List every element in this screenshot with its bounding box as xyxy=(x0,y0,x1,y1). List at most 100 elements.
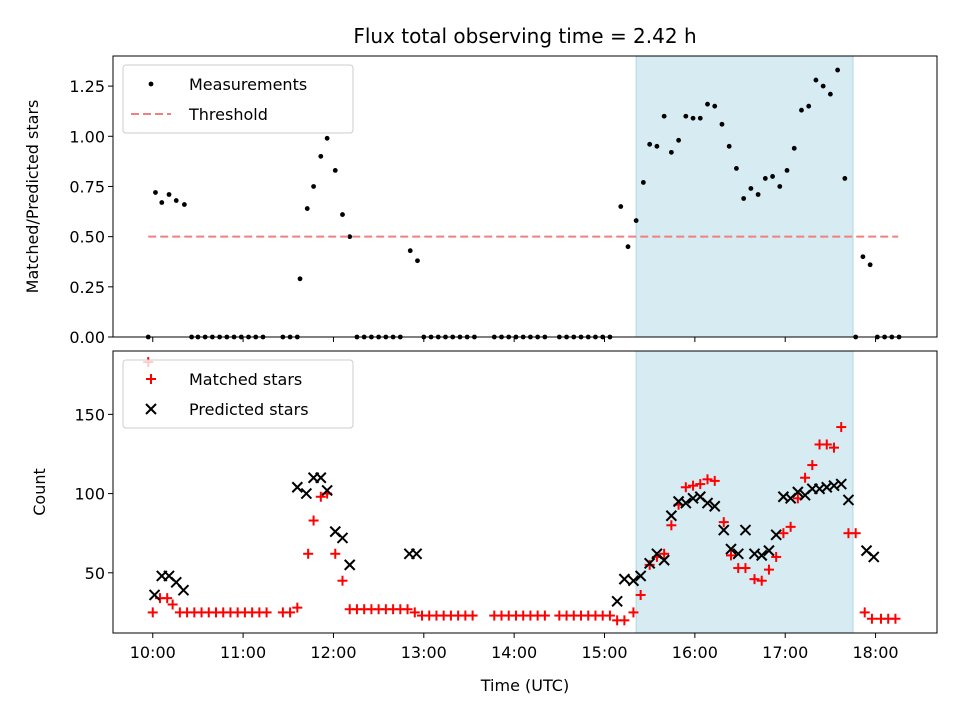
top-measurements-point xyxy=(806,103,812,109)
bottom-matched-stars-point xyxy=(850,528,861,539)
bottom-matched-stars-point xyxy=(402,604,413,615)
bottom-predicted-stars-point xyxy=(291,481,304,493)
bottom-matched-stars-point xyxy=(467,610,478,621)
bottom-matched-stars-point xyxy=(337,575,348,586)
top-measurements-point xyxy=(661,113,667,119)
bottom-matched-stars-point xyxy=(859,607,870,618)
bottom-predicted-stars-point xyxy=(344,559,356,571)
bottom-matched-stars-point xyxy=(821,439,832,450)
top-measurements-point xyxy=(755,192,761,197)
top-measurements-point xyxy=(618,204,624,209)
top-measurements-point xyxy=(625,244,631,250)
bottom-shaded-interval xyxy=(635,350,854,634)
x-axis-label: Time (UTC) xyxy=(480,676,569,695)
top-axes-frame xyxy=(112,55,938,338)
top-measurements-point xyxy=(654,143,660,149)
top-measurements-point xyxy=(799,107,804,113)
top-measurements-point xyxy=(712,103,718,109)
bottom-x-tick-label: 15:00 xyxy=(581,643,627,662)
bottom-matched-stars-point xyxy=(688,480,699,491)
bottom-matched-stars-point xyxy=(409,607,420,618)
top-measurements-point xyxy=(690,115,696,121)
bottom-matched-stars-point xyxy=(702,474,713,485)
top-legend-label: Measurements xyxy=(189,75,307,94)
bottom-matched-stars-point xyxy=(709,475,720,486)
top-measurements-point xyxy=(340,212,345,217)
bottom-matched-stars-point xyxy=(890,613,901,624)
bottom-predicted-stars-point xyxy=(658,554,670,566)
top-measurements-point xyxy=(860,254,866,260)
bottom-predicted-stars-point xyxy=(718,524,730,536)
top-y-tick-label: 0.00 xyxy=(69,328,105,347)
bottom-matched-stars-point xyxy=(749,574,760,585)
bottom-predicted-stars-point xyxy=(709,500,721,512)
top-measurements-point xyxy=(697,115,703,121)
bottom-predicted-stars-point xyxy=(680,497,692,509)
bottom-matched-stars-point xyxy=(659,548,670,559)
top-measurements-point xyxy=(304,206,310,211)
bottom-axes-frame xyxy=(112,350,938,634)
bottom-predicted-stars-point xyxy=(618,573,631,585)
top-y-axis-label: Matched/Predicted stars xyxy=(23,100,42,294)
bottom-predicted-stars-point xyxy=(792,486,804,498)
bottom-x-tick-label: 12:00 xyxy=(310,643,356,662)
bottom-predicted-stars-point xyxy=(770,529,782,541)
bottom-matched-stars-point xyxy=(740,563,751,574)
bottom-predicted-stars-point xyxy=(321,484,333,497)
bottom-predicted-stars-point xyxy=(634,570,647,582)
bottom-matched-stars-point xyxy=(147,607,158,618)
top-measurements-point xyxy=(719,121,725,127)
top-measurements-point xyxy=(705,101,710,107)
bottom-x-tick-label: 11:00 xyxy=(220,643,266,662)
top-measurements-point xyxy=(683,113,689,119)
top-measurements-point xyxy=(332,168,338,173)
top-measurements-point xyxy=(748,186,754,191)
top-subplot: 0.00 0.25 0.50 0.75 1.00 1.25 Flux total obse… xyxy=(23,24,938,347)
top-measurements-point xyxy=(318,153,324,159)
bottom-matched-stars-point xyxy=(763,564,774,575)
bottom-y-axis-label: Count xyxy=(30,468,49,516)
top-measurements-point xyxy=(640,180,646,185)
bottom-y-tick-label: 50 xyxy=(85,564,105,583)
top-measurements-point xyxy=(415,258,420,264)
bottom-matched-stars-point xyxy=(807,460,818,471)
top-measurements-point xyxy=(791,145,797,151)
bottom-legend-label: Predicted stars xyxy=(189,400,309,419)
bottom-matched-stars-point xyxy=(718,517,729,528)
bottom-predicted-stars-point xyxy=(611,595,623,608)
top-measurements-point xyxy=(726,143,732,149)
bottom-x-tick-label: 16:00 xyxy=(672,643,718,662)
top-measurements-point xyxy=(159,200,165,205)
bottom-matched-stars-point xyxy=(303,548,314,559)
bottom-matched-stars-point xyxy=(866,613,877,624)
bottom-matched-stars-point xyxy=(644,559,655,570)
top-measurements-point xyxy=(153,190,158,195)
bottom-predicted-stars-point xyxy=(665,510,678,522)
chart-title: Flux total observing time = 2.42 h xyxy=(353,24,696,48)
bottom-y-tick-label: 150 xyxy=(74,405,105,424)
bottom-matched-stars-point xyxy=(604,610,615,621)
bottom-predicted-stars-point xyxy=(177,584,190,596)
bottom-matched-stars-point xyxy=(261,607,272,618)
bottom-predicted-stars-point xyxy=(701,497,714,509)
bottom-predicted-stars-point xyxy=(868,551,880,563)
bottom-x-tick-label: 17:00 xyxy=(762,643,808,662)
bottom-matched-stars-point xyxy=(330,548,341,559)
bottom-legend: Matched stars Predicted stars xyxy=(122,359,354,429)
bottom-matched-stars-point xyxy=(628,607,639,618)
bottom-y-tick-label: 100 xyxy=(74,485,105,504)
top-y-tick-label: 0.75 xyxy=(69,177,105,196)
bottom-matched-stars-point xyxy=(785,521,796,532)
top-measurements-point xyxy=(835,67,841,73)
top-measurements-point xyxy=(827,91,833,97)
top-measurements-point xyxy=(407,248,413,254)
bottom-matched-stars-point xyxy=(539,610,550,621)
bottom-matched-stars-point xyxy=(292,602,303,613)
bottom-matched-stars-point xyxy=(836,422,847,433)
bottom-predicted-stars-point xyxy=(756,549,768,562)
bottom-x-tick-label: 13:00 xyxy=(401,643,447,662)
bottom-predicted-stars-point xyxy=(336,532,349,544)
bottom-matched-stars-point xyxy=(829,442,839,453)
bottom-predicted-stars-point xyxy=(315,472,327,484)
